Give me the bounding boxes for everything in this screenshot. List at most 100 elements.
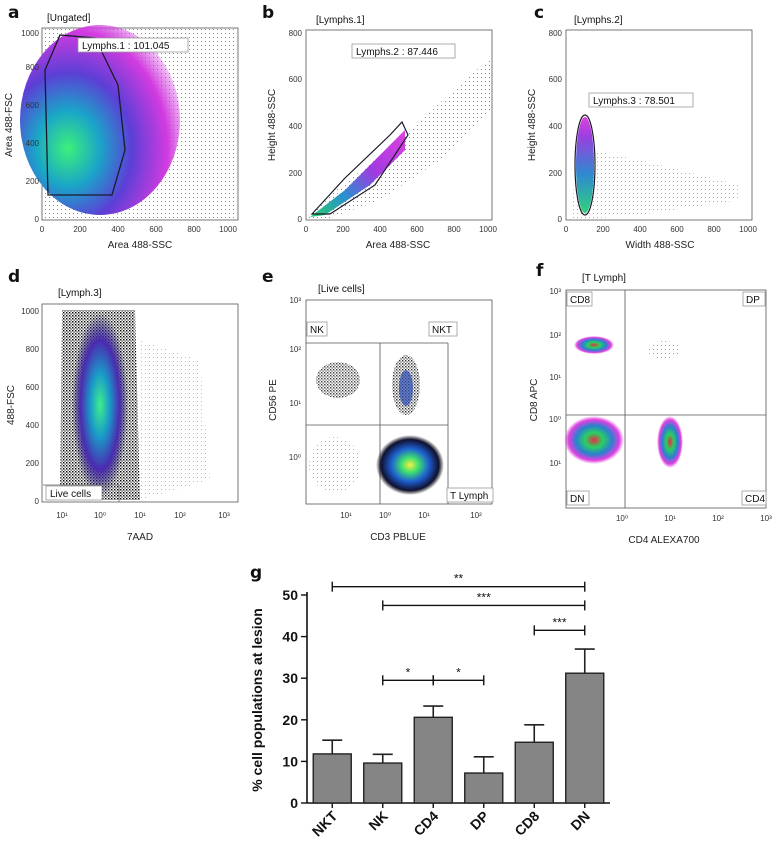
x-tick-a-2: 400 bbox=[111, 225, 125, 234]
scatter-background-c bbox=[572, 150, 740, 218]
x-tick-c-0: 0 bbox=[564, 225, 569, 234]
y-tick-a-5: 1000 bbox=[21, 29, 39, 38]
x-tick-c-3: 600 bbox=[670, 225, 684, 234]
y-ticks-e: 10³ 10² 10¹ 10⁰ bbox=[289, 296, 301, 462]
x-tick-f-1: 10¹ bbox=[664, 514, 676, 523]
scatter-sparse-d bbox=[140, 340, 210, 500]
y-tick-f-4: 10¹ bbox=[549, 459, 561, 468]
x-tick-label-nkt: NKT bbox=[309, 807, 341, 839]
gate-label-box-b bbox=[351, 43, 456, 59]
y-tick-b-0: 0 bbox=[298, 215, 303, 224]
bar-nkt bbox=[312, 753, 352, 804]
x-tick-a-0: 0 bbox=[40, 225, 45, 234]
y-tick-f-2: 10¹ bbox=[549, 373, 561, 382]
y-tick-label: 0 bbox=[290, 795, 298, 811]
y-tick-label: 10 bbox=[282, 753, 298, 769]
gate-label-c: Lymphs.3 : 78.501 bbox=[593, 96, 675, 107]
x-ticks-f: 10⁰ 10¹ 10² 10³ bbox=[616, 514, 772, 523]
y-tick-label: 50 bbox=[282, 587, 298, 603]
y-tick-e-2: 10¹ bbox=[289, 399, 301, 408]
panel-letter-a: a bbox=[8, 3, 19, 23]
y-tick-a-0: 0 bbox=[35, 215, 40, 224]
x-label-b: Area 488-SSC bbox=[366, 240, 430, 251]
x-tick-e-3: 10² bbox=[470, 511, 482, 520]
panel-c: c [Lymphs.2] Lymphs.3 : 78.501 0 200 400… bbox=[527, 3, 757, 251]
y-tick-c-2: 400 bbox=[549, 122, 563, 131]
y-tick-e-1: 10² bbox=[289, 345, 301, 354]
x-tick-d-left-0: 10¹ bbox=[56, 511, 68, 520]
y-tick-b-3: 600 bbox=[289, 75, 303, 84]
gate-polygon-a bbox=[44, 34, 126, 196]
density-cloud-a bbox=[20, 25, 180, 215]
y-tick-d-5: 1000 bbox=[21, 307, 39, 316]
y-tick-d-1: 200 bbox=[26, 459, 40, 468]
x-tick-b-5: 1000 bbox=[479, 225, 497, 234]
y-tick-d-0: 0 bbox=[35, 497, 40, 506]
x-tick-label-dn: DN bbox=[567, 808, 593, 834]
panel-letter-e: e bbox=[262, 267, 274, 287]
x-tick-c-4: 800 bbox=[707, 225, 721, 234]
gate-polygon-b bbox=[310, 120, 409, 215]
scatter-background-b bbox=[308, 60, 490, 218]
y-label-e: CD56 PE bbox=[268, 379, 279, 421]
x-ticks-d: 10¹ 10⁰ 10¹ 10² 10³ bbox=[56, 511, 230, 520]
y-tick-c-3: 600 bbox=[549, 75, 563, 84]
x-tick-a-4: 800 bbox=[187, 225, 201, 234]
x-tick-b-1: 200 bbox=[336, 225, 350, 234]
quadrant-label-box-dp bbox=[742, 291, 766, 307]
y-tick-b-4: 800 bbox=[289, 29, 303, 38]
y-tick-a-4: 800 bbox=[26, 63, 40, 72]
quadrant-label-box-dn bbox=[566, 490, 590, 506]
quadrant-label-cd4: CD4 bbox=[745, 494, 765, 505]
y-tick-b-1: 200 bbox=[289, 169, 303, 178]
panel-d: d [Lymph.3] Live cells 10¹ 10⁰ 10¹ 10² 1… bbox=[6, 267, 239, 543]
y-ticks-d: 0 200 400 600 800 1000 bbox=[21, 307, 39, 506]
x-ticks-b: 0 200 400 600 800 1000 bbox=[304, 225, 498, 234]
x-tick-c-1: 200 bbox=[596, 225, 610, 234]
panel-letter-g: g bbox=[250, 563, 262, 583]
gate-label-box-c bbox=[588, 92, 694, 108]
x-label-a: Area 488-SSC bbox=[108, 240, 172, 251]
quadrant-label-nkt: NKT bbox=[432, 325, 452, 336]
y-tick-c-0: 0 bbox=[558, 215, 563, 224]
quadrant-label-box-nk bbox=[306, 321, 328, 337]
y-tick-d-3: 600 bbox=[26, 383, 40, 392]
cluster-cd8-f bbox=[574, 336, 614, 354]
gate-label-d: Live cells bbox=[50, 489, 91, 500]
bar-chart-bars bbox=[312, 648, 605, 804]
panel-e: e [Live cells] NK NKT T Lymph 10¹ 10⁰ 10… bbox=[262, 267, 494, 543]
x-tick-b-4: 800 bbox=[447, 225, 461, 234]
x-tick-f-3: 10³ bbox=[760, 514, 772, 523]
y-label-a: Area 488-FSC bbox=[4, 93, 15, 157]
gate-label-a: Lymphs.1 : 101.045 bbox=[82, 41, 170, 52]
x-tick-d-left-1: 10⁰ bbox=[94, 511, 106, 520]
y-label-b: Height 488-SSC bbox=[267, 89, 278, 161]
quadrant-label-box-nkt bbox=[428, 321, 458, 337]
x-tick-e-1: 10⁰ bbox=[379, 511, 391, 520]
sig-label: *** bbox=[477, 590, 491, 604]
bar-nk bbox=[363, 762, 403, 804]
y-tick-e-0: 10³ bbox=[289, 296, 301, 305]
quadrant-label-box-cd8 bbox=[566, 291, 593, 307]
density-cloud-d bbox=[72, 313, 128, 497]
panel-g: g % cell populations at lesion 0 10 20 30 40… bbox=[249, 563, 610, 839]
gate-label-b: Lymphs.2 : 87.446 bbox=[356, 47, 438, 58]
y-tick-d-4: 800 bbox=[26, 345, 40, 354]
x-tick-label-nk: NK bbox=[365, 808, 391, 834]
cluster-dn-e bbox=[309, 437, 361, 493]
panel-letter-d: d bbox=[8, 267, 20, 287]
x-tick-b-3: 600 bbox=[410, 225, 424, 234]
x-label-e: CD3 PBLUE bbox=[370, 532, 426, 543]
x-ticks-e: 10¹ 10⁰ 10¹ 10² bbox=[340, 511, 482, 520]
y-tick-c-4: 800 bbox=[549, 29, 563, 38]
panel-letter-c: c bbox=[534, 3, 544, 23]
header-a: [Ungated] bbox=[47, 13, 91, 24]
x-tick-a-1: 200 bbox=[73, 225, 87, 234]
gate-label-box-d bbox=[45, 485, 103, 501]
x-tick-f-0: 10⁰ bbox=[616, 514, 628, 523]
y-tick-f-3: 10⁰ bbox=[549, 415, 561, 424]
bar-dn bbox=[565, 672, 605, 804]
bar-cd8 bbox=[514, 741, 554, 804]
y-tick-a-3: 600 bbox=[26, 101, 40, 110]
